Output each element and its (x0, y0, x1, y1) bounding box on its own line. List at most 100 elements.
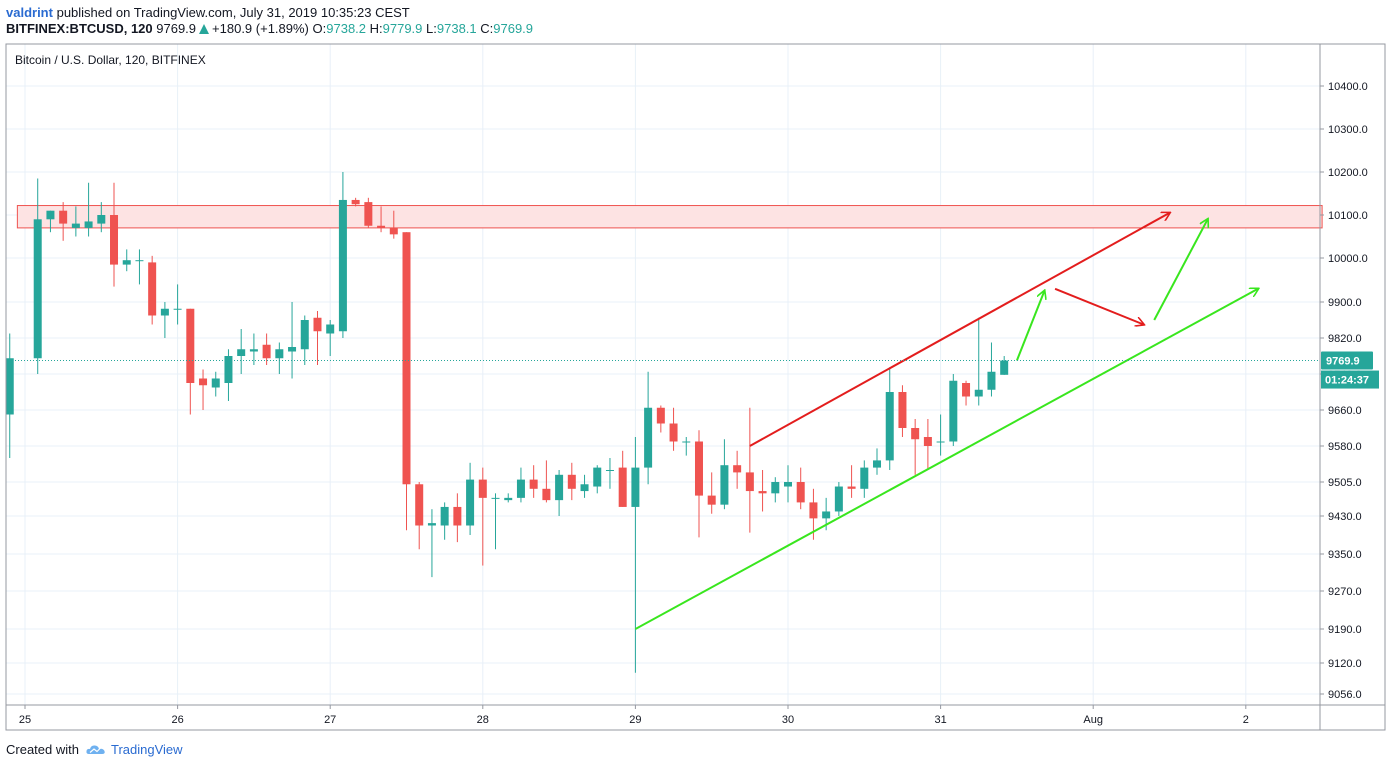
candle-body (733, 465, 742, 473)
bullish-candle (211, 371, 220, 397)
price-tick-label: 9056.0 (1328, 689, 1362, 701)
candle-body (860, 467, 869, 489)
candle-body (59, 210, 68, 224)
bullish-candle (338, 172, 347, 338)
price-axis[interactable]: 10400.0 10300.0 10200.0 10100.0 10000.0 9900.… (1320, 81, 1368, 701)
candle-body (873, 460, 882, 468)
bearish-candle (377, 206, 386, 233)
candle-body (605, 470, 614, 471)
candle-body (618, 467, 627, 507)
price-tick-label: 9580.0 (1328, 441, 1362, 453)
author-name[interactable]: valdrint (6, 5, 53, 20)
candle-body (377, 225, 386, 228)
candle-body (555, 474, 564, 501)
bullish-candle (249, 333, 258, 365)
time-tick-label: 30 (782, 714, 794, 726)
candle-body (5, 358, 14, 415)
open-value: 9738.2 (326, 21, 367, 36)
bullish-candle (275, 342, 284, 374)
green-forecast-arrow[interactable] (1153, 219, 1207, 321)
candle-body (402, 232, 411, 485)
bearish-candle (529, 465, 538, 498)
footer: Created with TradingView (6, 742, 183, 758)
green-forecast-arrow[interactable] (1015, 291, 1044, 361)
candle-body (427, 523, 436, 526)
bearish-candle (478, 467, 487, 566)
bearish-candle (186, 308, 195, 415)
countdown-tag (1321, 370, 1379, 389)
candle-body (173, 308, 182, 310)
open-label: O: (312, 21, 327, 36)
candle-body (199, 378, 208, 386)
candle-body (110, 215, 119, 265)
candle-body (682, 441, 691, 443)
red-forecast-arrow[interactable] (1054, 287, 1144, 325)
bullish-candle (580, 474, 589, 498)
bullish-candle (33, 178, 42, 374)
time-tick-label: 27 (324, 714, 336, 726)
bearish-candle (669, 407, 678, 451)
candle-body (211, 378, 220, 388)
candle-body (186, 308, 195, 383)
bearish-candle (694, 430, 703, 538)
bullish-candle (5, 333, 14, 458)
red-channel-arrow[interactable] (749, 213, 1170, 447)
price-change: +180.9 (+1.89%) (212, 21, 309, 36)
time-axis[interactable]: 25 26 27 28 29 30 31 Aug 2 (19, 705, 1249, 726)
candle-body (160, 308, 169, 316)
last-price-tag-label: 9769.9 (1326, 356, 1360, 368)
price-tick-label: 9120.0 (1328, 658, 1362, 670)
bullish-candle (1000, 356, 1009, 375)
last-price-tag (1321, 351, 1373, 370)
price-tick-label: 9505.0 (1328, 477, 1362, 489)
candle-body (389, 227, 398, 235)
candle-body (758, 491, 767, 494)
tradingview-cloud-icon (86, 745, 105, 754)
bullish-candle (631, 437, 640, 673)
candle-body (338, 199, 347, 332)
price-tick-label: 10200.0 (1328, 167, 1368, 179)
bullish-candle (427, 509, 436, 578)
price-tick-label: 9190.0 (1328, 624, 1362, 636)
candle-body (936, 441, 945, 443)
bullish-candle (873, 448, 882, 475)
bearish-candle (796, 467, 805, 510)
candle-body (707, 495, 716, 505)
bullish-candle (860, 460, 869, 498)
low-value: 9738.1 (436, 21, 477, 36)
tradingview-link[interactable]: TradingView (111, 742, 183, 757)
high-label: H: (369, 21, 383, 36)
bearish-candle (110, 182, 119, 287)
candle-body (351, 199, 360, 205)
resistance-zone[interactable] (16, 205, 1323, 229)
bearish-candle (313, 311, 322, 365)
trend-drawings[interactable] (634, 213, 1258, 630)
bearish-candle (415, 482, 424, 550)
high-value: 9779.9 (382, 21, 423, 36)
price-tick-label: 10300.0 (1328, 124, 1368, 136)
bearish-candle (618, 450, 627, 507)
time-tick-label: 26 (171, 714, 183, 726)
candle-body (745, 472, 754, 492)
countdown-tag-label: 01:24:37 (1325, 375, 1369, 387)
candle-body (923, 437, 932, 446)
candle-body (364, 202, 373, 226)
low-label: L: (426, 21, 437, 36)
candle-body (275, 349, 284, 359)
candle-body (644, 407, 653, 468)
bearish-candle (758, 470, 767, 512)
candle-body (898, 392, 907, 428)
bullish-candle (885, 367, 894, 470)
candle-body (796, 482, 805, 503)
bullish-candle (160, 302, 169, 338)
time-tick-label: 2 (1243, 714, 1249, 726)
close-label: C: (480, 21, 494, 36)
bullish-candle (466, 462, 475, 535)
green-support-arrow[interactable] (634, 289, 1258, 630)
candle-body (516, 479, 525, 498)
candle-body (720, 465, 729, 505)
candle-body (822, 511, 831, 519)
candle-body (809, 502, 818, 519)
bullish-candle (122, 249, 131, 272)
